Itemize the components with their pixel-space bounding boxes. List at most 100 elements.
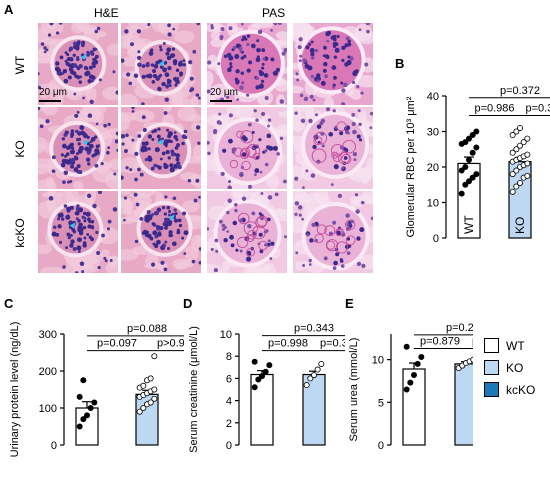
histology-tile	[120, 190, 202, 274]
y-tick-label: 200	[39, 366, 57, 378]
arrow-marker-icon	[158, 60, 165, 67]
data-point	[462, 164, 469, 171]
y-tick-label: 4	[226, 396, 232, 408]
data-point	[513, 167, 520, 174]
legend-item-kcko: kcKO	[484, 382, 535, 397]
histology-tile	[37, 22, 119, 106]
data-point	[147, 399, 154, 406]
column-header-he: H&E	[94, 6, 119, 20]
data-point	[524, 151, 531, 158]
p-value-label: p=0.088	[127, 323, 167, 335]
data-point	[513, 146, 520, 153]
panel-letter-a: A	[4, 2, 14, 17]
bar-ko	[454, 363, 473, 446]
panel-letter-c: C	[4, 296, 14, 311]
y-tick-label: 0	[378, 440, 384, 452]
column-header-pas: PAS	[262, 6, 286, 20]
data-point	[513, 128, 520, 135]
histology-tile	[206, 22, 288, 106]
y-tick-label: 10	[372, 355, 384, 367]
data-point	[462, 181, 469, 188]
data-point	[520, 139, 527, 146]
p-value-label: p=0.343	[294, 323, 334, 335]
legend-label-wt: WT	[506, 338, 525, 353]
histology-tile	[292, 190, 374, 274]
data-point	[509, 188, 516, 195]
data-point	[517, 179, 524, 186]
data-point	[517, 142, 524, 149]
p-value-label: p=0.351	[525, 103, 550, 115]
data-point	[509, 171, 516, 178]
y-tick-label: 2	[226, 418, 232, 430]
data-point	[513, 183, 520, 190]
histology-tile	[37, 190, 119, 274]
arrow-marker-icon	[157, 138, 164, 145]
data-point	[403, 386, 410, 393]
p-value-label: p=0.879	[420, 336, 460, 348]
y-axis-label: Serum urea (mmol/L)	[348, 338, 360, 442]
data-point	[147, 375, 154, 382]
data-point	[458, 190, 465, 197]
y-axis-label: Serum creatinine (μmol/L)	[188, 326, 200, 453]
data-point	[76, 423, 83, 430]
data-point	[259, 373, 266, 380]
data-point	[466, 156, 473, 163]
panel-letter-e: E	[345, 296, 354, 311]
data-point	[318, 360, 325, 367]
data-point	[151, 386, 158, 393]
y-tick-label: 6	[226, 373, 232, 385]
p-value-label: p=0.998	[268, 338, 308, 350]
data-point	[470, 356, 473, 363]
data-point	[466, 178, 473, 185]
data-point	[466, 135, 473, 142]
data-point	[303, 382, 310, 389]
row-label-kckO: kcKO	[13, 218, 27, 248]
bar-label-wt: WT	[462, 215, 476, 234]
data-point	[469, 132, 476, 139]
chart-serum-urea: 0 5 10 Serum urea (mmol/L) p=0.879 p=0.449 p=0…	[348, 322, 473, 452]
data-point	[136, 408, 143, 415]
y-tick-label: 5	[378, 397, 384, 409]
scale-label-pas: 20 μm	[210, 87, 238, 98]
data-point	[524, 160, 531, 167]
y-tick-label: 300	[39, 329, 57, 341]
y-tick-label: 0	[433, 233, 439, 245]
data-point	[76, 393, 83, 400]
data-point	[458, 167, 465, 174]
y-tick-label: 10	[220, 329, 232, 341]
y-tick-label: 8	[226, 351, 232, 363]
data-point	[524, 172, 531, 179]
legend-swatch-wt	[484, 338, 499, 353]
data-point	[524, 135, 531, 142]
legend-item-wt: WT	[484, 338, 525, 353]
legend-item-ko: KO	[484, 360, 523, 375]
data-point	[140, 382, 147, 389]
histology-tile	[206, 106, 288, 190]
data-point	[418, 354, 425, 361]
p-value-label: p=0.986	[474, 103, 514, 115]
histology-tile	[292, 22, 374, 106]
histology-tile	[120, 106, 202, 190]
data-point	[509, 149, 516, 156]
bar-wt	[402, 368, 426, 446]
data-point	[140, 405, 147, 412]
p-value-label: p=0.372	[500, 85, 540, 97]
legend-swatch-kcko	[484, 382, 499, 397]
data-point	[80, 377, 87, 384]
arrow-marker-icon	[69, 222, 76, 229]
scale-label-he: 20 μm	[39, 87, 67, 98]
bar-label-ko: KO	[513, 217, 527, 234]
row-label-ko: KO	[13, 140, 27, 158]
data-point	[414, 360, 421, 367]
data-point	[310, 372, 317, 379]
data-point	[473, 128, 480, 135]
histology-tile	[120, 22, 202, 106]
data-point	[462, 139, 469, 146]
panel-letter-d: D	[183, 296, 193, 311]
data-point	[473, 144, 480, 151]
histology-tile	[292, 106, 374, 190]
data-point	[411, 371, 418, 378]
y-tick-label: 40	[427, 91, 439, 103]
arrow-marker-icon	[82, 139, 89, 146]
panel-letter-b: B	[395, 56, 405, 71]
